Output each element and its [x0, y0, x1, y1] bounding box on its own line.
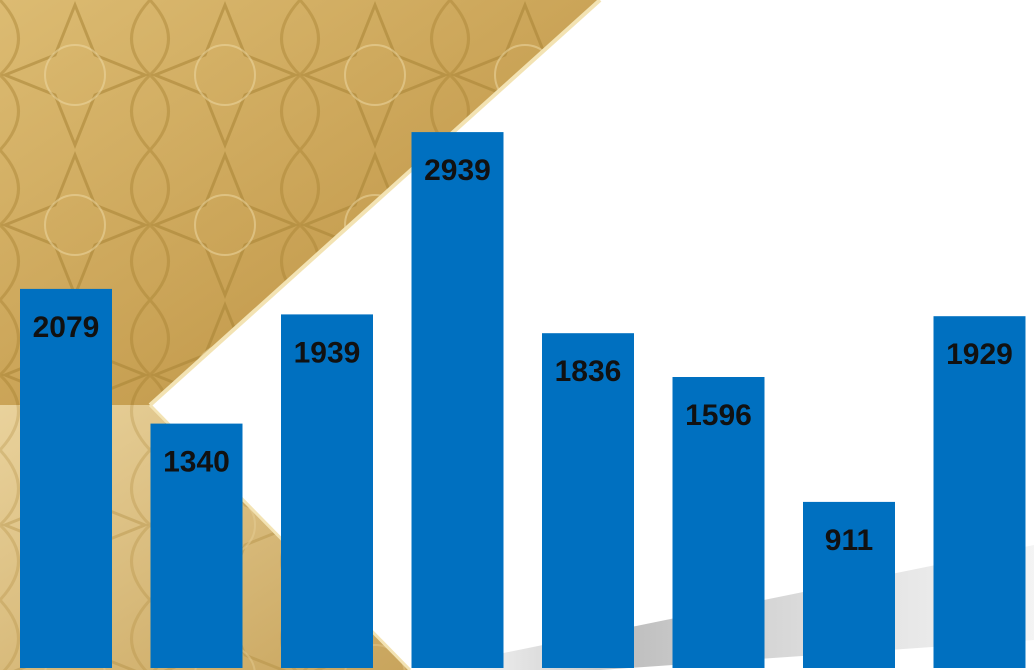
arabesque-pattern — [0, 0, 600, 405]
bar-value-label-2: 1340 — [163, 446, 230, 479]
bar-value-label-5: 1836 — [555, 355, 622, 388]
bar-6 — [672, 377, 765, 668]
bar-value-label-6: 1596 — [685, 399, 752, 432]
bar-4 — [411, 132, 504, 669]
bar-2 — [150, 423, 243, 668]
bar-1 — [20, 288, 112, 668]
bar-value-label-8: 1929 — [946, 338, 1013, 371]
bar-7 — [803, 501, 895, 668]
bar-5 — [542, 333, 634, 668]
bar-value-label-1: 2079 — [33, 311, 100, 344]
bar-8 — [933, 316, 1026, 668]
gold-diagonal-edge — [148, 0, 602, 407]
bar-value-label-7: 911 — [825, 524, 873, 557]
bar-value-label-3: 1939 — [294, 336, 361, 369]
bar-3 — [281, 314, 373, 668]
labels-group: 2079 1340 1939 2939 1836 1596 911 1929 — [33, 154, 1013, 557]
bar-value-label-4: 2939 — [424, 154, 491, 187]
bars-group — [20, 132, 1026, 669]
